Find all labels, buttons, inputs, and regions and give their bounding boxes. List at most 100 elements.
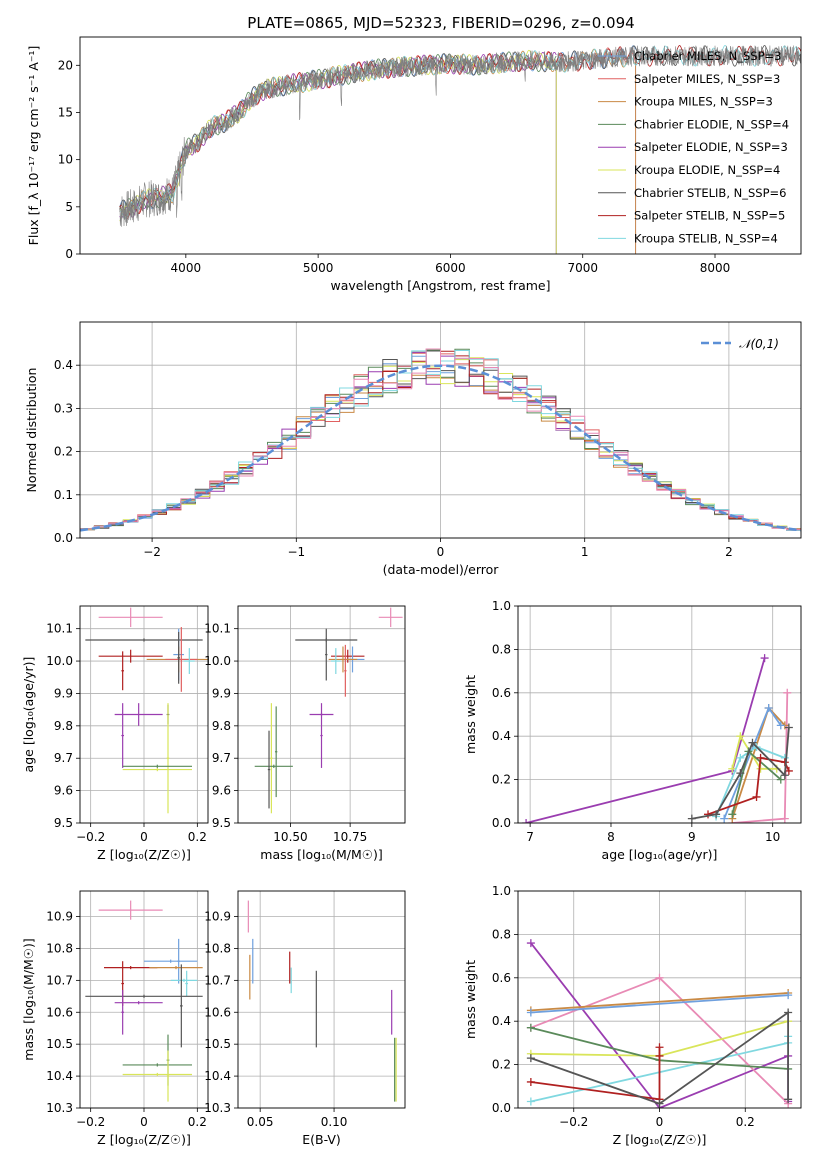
weight-marker bbox=[704, 810, 713, 819]
y-tick-label: 10.1 bbox=[46, 622, 73, 636]
weight-marker bbox=[760, 654, 769, 663]
y-tick-label: 10.4 bbox=[46, 1069, 73, 1083]
spectrum-panel: 4000 5000 6000 7000 8000 0 5 10 15 20 wavelength [… bbox=[26, 36, 802, 293]
errorbars bbox=[85, 607, 208, 814]
y-tick-label: 9.9 bbox=[54, 686, 73, 700]
weight-marker bbox=[687, 814, 696, 823]
y-tick-label: 0.4 bbox=[492, 1014, 511, 1028]
x-tick-label: −1 bbox=[287, 545, 305, 559]
weight-marker bbox=[728, 810, 737, 819]
weight-marker bbox=[655, 1051, 664, 1060]
x-tick-label: 9 bbox=[688, 830, 696, 844]
weight-marker bbox=[784, 1008, 793, 1017]
massweight-vs-age-panel: 7 8 9 10 0.0 0.2 0.4 0.6 0.8 1.0 age [log₁₀(age/yr… bbox=[463, 599, 802, 862]
y-tick-label: 10.7 bbox=[204, 973, 231, 987]
y-tick-label: 20 bbox=[58, 58, 73, 72]
x-tick-label: 0 bbox=[437, 545, 445, 559]
y-tick-label: 10.5 bbox=[204, 1037, 231, 1051]
y-tick-label: 0.0 bbox=[54, 531, 73, 545]
weight-series-line bbox=[530, 1010, 789, 1105]
weight-series-line bbox=[715, 745, 786, 817]
y-tick-label: 10.9 bbox=[46, 910, 73, 924]
plot-frame bbox=[79, 890, 209, 1109]
weight-marker bbox=[784, 1095, 793, 1104]
plot-frame bbox=[79, 321, 802, 539]
x-axis-label: mass [log₁₀(M/M☉)] bbox=[260, 847, 382, 862]
y-tick-label: 10.9 bbox=[204, 910, 231, 924]
weight-marker bbox=[526, 1097, 535, 1106]
y-tick-label: 9.5 bbox=[212, 816, 231, 830]
normal-reference-curve bbox=[80, 364, 801, 532]
y-tick-label: 10.6 bbox=[46, 1005, 73, 1019]
y-tick-label: 1.0 bbox=[492, 884, 511, 898]
y-tick-label: 9.8 bbox=[212, 719, 231, 733]
y-tick-label: 9.6 bbox=[212, 784, 231, 798]
age-vs-Z-panel: −0.2 0 0.2 9.5 9.6 9.7 9.8 9.9 10.0 10.1 Z [log₁₀(… bbox=[21, 605, 209, 862]
massweight-vs-Z-panel: −0.2 0 0.2 0.0 0.2 0.4 0.6 0.8 1.0 Z [log₁₀(Z/Z☉)… bbox=[463, 884, 802, 1147]
mass-vs-EBV-panel: 0.05 0.10 10.3 10.4 10.5 10.6 10.7 10.8 10.9 E(B-… bbox=[204, 890, 406, 1147]
y-tick-label: 10.4 bbox=[204, 1069, 231, 1083]
x-tick-label: −2 bbox=[143, 545, 161, 559]
spectrum-lines bbox=[119, 45, 801, 254]
y-axis-label: Normed distribution bbox=[24, 368, 39, 493]
errorbars bbox=[254, 607, 403, 814]
weight-marker bbox=[784, 991, 793, 1000]
weight-marker bbox=[756, 753, 765, 762]
y-tick-label: 1.0 bbox=[492, 599, 511, 613]
weight-marker bbox=[736, 753, 745, 762]
plot-frame bbox=[517, 605, 802, 824]
x-tick-label: −0.2 bbox=[76, 830, 105, 844]
y-tick-label: 10.8 bbox=[46, 941, 73, 955]
legend-label: Chabrier STELIB, N_SSP=6 bbox=[634, 186, 786, 200]
residuals-panel: −2 −1 0 1 2 0.0 0.1 0.2 0.3 0.4 (data-model)/error… bbox=[24, 321, 802, 577]
weight-series-line bbox=[691, 727, 790, 820]
y-tick-label: 0.2 bbox=[54, 445, 73, 459]
y-tick-label: 10.6 bbox=[204, 1005, 231, 1019]
weight-marker bbox=[526, 939, 535, 948]
x-tick-label: 0.2 bbox=[188, 830, 207, 844]
x-tick-label: 0.2 bbox=[188, 1115, 207, 1129]
weight-marker bbox=[655, 1099, 664, 1108]
weight-marker bbox=[736, 732, 745, 741]
legend-label: Chabrier MILES, N_SSP=3 bbox=[634, 49, 781, 63]
plot-frame bbox=[517, 890, 802, 1109]
x-tick-label: 10.75 bbox=[333, 830, 367, 844]
y-tick-label: 0.0 bbox=[492, 1101, 511, 1115]
figure-title: PLATE=0865, MJD=52323, FIBERID=0296, z=0… bbox=[247, 14, 634, 32]
observed-spectrum-line bbox=[119, 45, 801, 227]
y-axis-label: mass [log₁₀(M/M☉)] bbox=[21, 938, 36, 1060]
x-tick-label: 0.10 bbox=[321, 1115, 348, 1129]
mass-vs-Z-panel: −0.2 0 0.2 10.3 10.4 10.5 10.6 10.7 10.8 10.9 Z [l… bbox=[21, 890, 209, 1147]
x-tick-label: 8 bbox=[607, 830, 615, 844]
legend: 𝒩(0,1) bbox=[701, 337, 779, 351]
y-tick-label: 9.5 bbox=[54, 816, 73, 830]
weight-marker bbox=[655, 1043, 664, 1052]
weight-series-line bbox=[530, 1047, 661, 1101]
y-tick-label: 9.7 bbox=[54, 751, 73, 765]
x-tick-label: 8000 bbox=[700, 261, 731, 275]
x-axis-label: wavelength [Angstrom, rest frame] bbox=[330, 278, 550, 293]
x-tick-label: 0.05 bbox=[247, 1115, 274, 1129]
x-tick-label: −0.2 bbox=[76, 1115, 105, 1129]
y-tick-label: 0.3 bbox=[54, 401, 73, 415]
plot-frame bbox=[79, 605, 209, 824]
legend-label: Salpeter MILES, N_SSP=3 bbox=[634, 72, 780, 86]
y-tick-label: 10.8 bbox=[204, 941, 231, 955]
x-tick-label: 0.2 bbox=[736, 1115, 755, 1129]
x-tick-label: 7 bbox=[526, 830, 534, 844]
legend-label: Chabrier ELODIE, N_SSP=4 bbox=[634, 117, 789, 131]
y-tick-label: 0 bbox=[65, 247, 73, 261]
weight-lines bbox=[522, 654, 793, 823]
weight-series-line bbox=[530, 992, 789, 1012]
y-tick-label: 5 bbox=[65, 200, 73, 214]
weight-marker bbox=[780, 771, 789, 780]
y-tick-label: 10 bbox=[58, 153, 73, 167]
weight-marker bbox=[784, 723, 793, 732]
weight-marker bbox=[776, 775, 785, 784]
y-tick-label: 0.8 bbox=[492, 927, 511, 941]
y-tick-label: 10.0 bbox=[46, 654, 73, 668]
plot-frame bbox=[79, 36, 802, 255]
weight-marker bbox=[752, 792, 761, 801]
weight-lines bbox=[526, 939, 793, 1108]
